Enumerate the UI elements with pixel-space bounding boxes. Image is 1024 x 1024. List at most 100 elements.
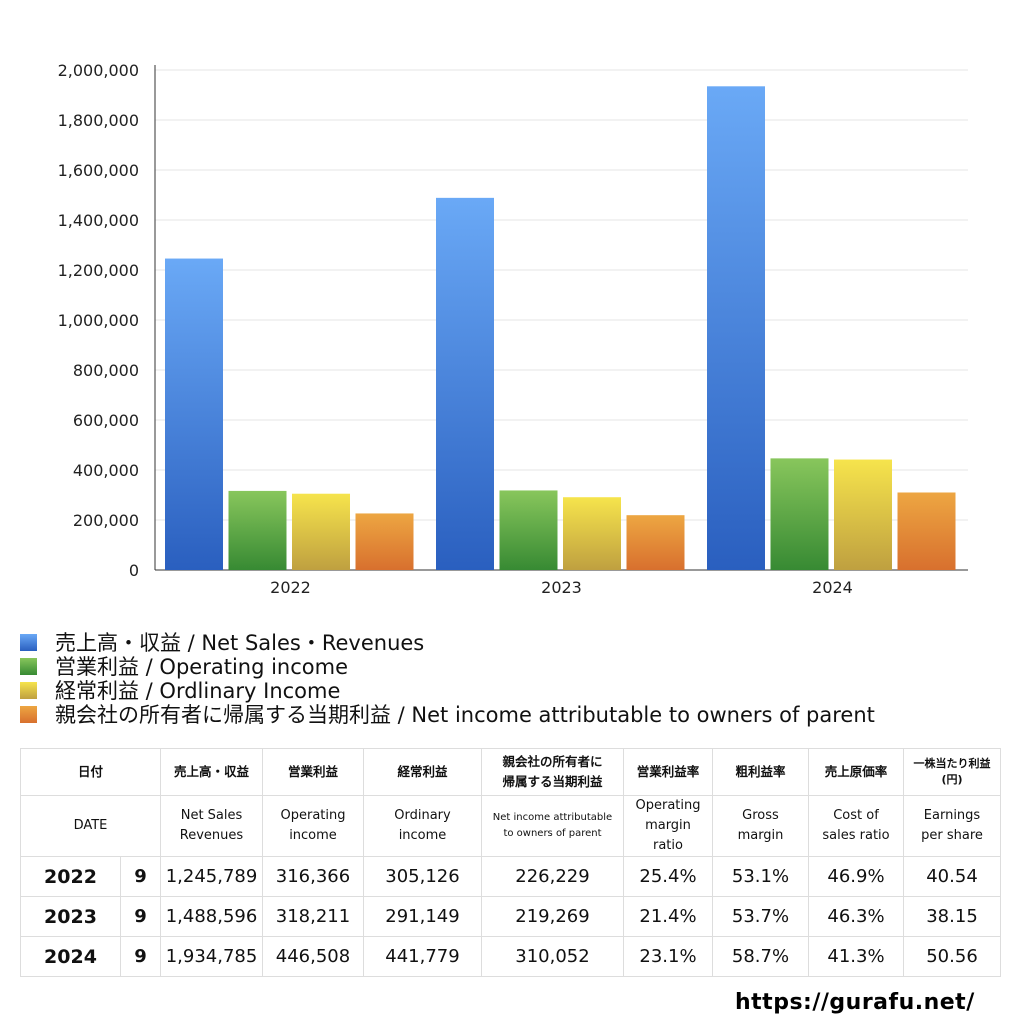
header-text: Gross — [742, 808, 779, 823]
header-text: Net income attributable — [492, 812, 613, 823]
table-cell: 9 — [120, 936, 161, 977]
table-cell: 58.7% — [712, 936, 809, 977]
header-text: margin — [645, 818, 691, 833]
header-operating-en: Operating income — [262, 795, 364, 857]
table-cell: 41.3% — [808, 936, 904, 977]
legend-label: 経常利益 / Ordlinary Income — [55, 679, 341, 703]
legend-label: 営業利益 / Operating income — [55, 655, 349, 679]
y-tick-label: 800,000 — [73, 361, 139, 380]
header-text: margin — [737, 828, 784, 843]
header-net-income-jp: 親会社の所有者に 帰属する当期利益 — [481, 748, 624, 796]
header-date-jp: 日付 — [20, 748, 161, 796]
bar-2022-series-2 — [292, 493, 350, 570]
y-tick-label: 600,000 — [73, 411, 139, 430]
table-row: 2022 9 1,245,789 316,366 305,126 226,229 25.4%… — [20, 856, 1001, 897]
bar-2023-series-2 — [563, 497, 621, 570]
table-cell: 53.1% — [712, 856, 809, 897]
table-cell: 310,052 — [481, 936, 624, 977]
y-tick-label: 400,000 — [73, 461, 139, 480]
legend-item-operating-income: 営業利益 / Operating income — [20, 654, 875, 679]
legend-swatch — [20, 657, 37, 675]
table-cell: 1,488,596 — [160, 896, 263, 937]
table-cell: 21.4% — [623, 896, 713, 937]
legend-label: 売上高・収益 / Net Sales・Revenues — [55, 631, 425, 655]
y-tick-label: 1,800,000 — [58, 111, 139, 130]
header-date-en: DATE — [20, 795, 161, 857]
table-cell: 9 — [120, 856, 161, 897]
table-cell: 40.54 — [903, 856, 1001, 897]
bar-2022-series-1 — [228, 490, 287, 570]
table-row: 2023 9 1,488,596 318,211 291,149 219,269 21.4%… — [20, 896, 1001, 937]
table-cell: 2024 — [20, 936, 121, 977]
header-ordinary-en: Ordinary income — [363, 795, 482, 857]
header-text: sales ratio — [822, 828, 890, 843]
header-text: per share — [921, 828, 983, 843]
legend-label: 親会社の所有者に帰属する当期利益 / Net income attributab… — [55, 703, 875, 727]
table-cell: 53.7% — [712, 896, 809, 937]
header-text: 親会社の所有者に — [502, 754, 603, 769]
table-row: 2024 9 1,934,785 446,508 441,779 310,052 23.1%… — [20, 936, 1001, 977]
table-cell: 219,269 — [481, 896, 624, 937]
header-cost-ratio-en: Cost of sales ratio — [808, 795, 904, 857]
table-cell: 441,779 — [363, 936, 482, 977]
y-tick-label: 200,000 — [73, 511, 139, 530]
header-row-jp: 日付 売上高・収益 営業利益 経常利益 親会社の所有者に 帰属する当期利益 営業利… — [20, 748, 1001, 796]
table-cell: 1,934,785 — [160, 936, 263, 977]
header-text: Net Sales — [180, 808, 243, 823]
bar-2024-series-0 — [707, 86, 765, 571]
x-tick-label: 2024 — [812, 578, 853, 597]
bar-2023-series-3 — [626, 515, 685, 570]
table-cell: 38.15 — [903, 896, 1001, 937]
y-tick-label: 1,200,000 — [58, 261, 139, 280]
table-cell: 305,126 — [363, 856, 482, 897]
legend: 売上高・収益 / Net Sales・Revenues 営業利益 / Opera… — [20, 630, 875, 727]
header-gross-margin-en: Gross margin — [712, 795, 809, 857]
table-cell: 316,366 — [262, 856, 364, 897]
table-cell: 23.1% — [623, 936, 713, 977]
header-text: to owners of parent — [503, 828, 602, 839]
bar-2022-series-3 — [355, 513, 414, 570]
table-cell: 318,211 — [262, 896, 364, 937]
header-row-en: DATE Net Sales Revenues Operating income O… — [20, 795, 1001, 857]
header-cost-ratio-jp: 売上原価率 — [808, 748, 904, 796]
table-cell: 46.3% — [808, 896, 904, 937]
header-operating-jp: 営業利益 — [262, 748, 364, 796]
bar-2023-series-0 — [436, 197, 494, 570]
header-text: Earnings — [923, 808, 981, 823]
legend-swatch — [20, 633, 37, 651]
site-url[interactable]: https://gurafu.net/ — [735, 990, 975, 1015]
legend-item-net-sales: 売上高・収益 / Net Sales・Revenues — [20, 630, 875, 655]
header-text: 帰属する当期利益 — [502, 774, 603, 789]
header-text: Operating — [280, 808, 346, 823]
y-tick-label: 2,000,000 — [58, 61, 139, 80]
header-text: ratio — [653, 838, 683, 853]
legend-item-ordinary-income: 経常利益 / Ordlinary Income — [20, 678, 875, 703]
y-tick-label: 1,000,000 — [58, 311, 139, 330]
header-sales-jp: 売上高・収益 — [160, 748, 263, 796]
table-cell: 2023 — [20, 896, 121, 937]
table-cell: 25.4% — [623, 856, 713, 897]
table-cell: 50.56 — [903, 936, 1001, 977]
x-tick-label: 2022 — [270, 578, 311, 597]
table-cell: 9 — [120, 896, 161, 937]
bar-2022-series-0 — [165, 258, 223, 570]
header-text: Operating — [635, 798, 701, 813]
table-cell: 226,229 — [481, 856, 624, 897]
table-cell: 291,149 — [363, 896, 482, 937]
header-text: Revenues — [179, 828, 244, 843]
header-eps-en: Earnings per share — [903, 795, 1001, 857]
header-op-margin-en: Operating margin ratio — [623, 795, 713, 857]
y-tick-label: 1,600,000 — [58, 161, 139, 180]
header-sales-en: Net Sales Revenues — [160, 795, 263, 857]
header-eps-jp: 一株当たり利益 (円) — [903, 748, 1001, 796]
table-cell: 446,508 — [262, 936, 364, 977]
header-text: Cost of — [833, 808, 879, 823]
table-cell: 1,245,789 — [160, 856, 263, 897]
header-text: income — [398, 828, 447, 843]
table-cell: 2022 — [20, 856, 121, 897]
bar-chart: 0 200,000 400,000 600,000 800,000 1,000,000 1,… — [58, 61, 968, 597]
bar-2024-series-1 — [770, 458, 829, 570]
financial-table: 日付 売上高・収益 営業利益 経常利益 親会社の所有者に 帰属する当期利益 営業利… — [20, 748, 1001, 977]
table-cell: 46.9% — [808, 856, 904, 897]
